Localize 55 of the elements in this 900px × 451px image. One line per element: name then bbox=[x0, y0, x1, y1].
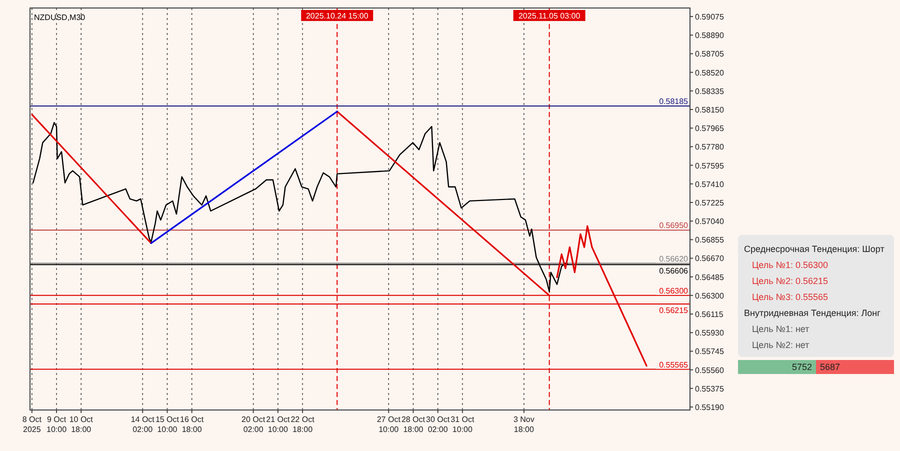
y-tick-label: 0.56855 bbox=[695, 236, 724, 245]
y-tick-label: 0.57595 bbox=[695, 161, 724, 170]
y-tick-label: 0.58335 bbox=[695, 86, 724, 96]
y-tick-label: 0.55375 bbox=[695, 384, 724, 394]
y-tick-label: 0.55560 bbox=[695, 366, 724, 375]
ref-line-label: 0.56606 bbox=[659, 266, 689, 276]
x-tick-label: 3 Nov 18:00 bbox=[513, 415, 534, 434]
ref-line-label: 0.56300 bbox=[659, 286, 689, 296]
text: Цель №1: 0.56300 bbox=[752, 260, 828, 270]
y-tick-label: 0.57225 bbox=[695, 198, 724, 208]
ref-line-label: 0.58185 bbox=[659, 96, 689, 106]
y-tick-label: 0.56670 bbox=[695, 254, 724, 264]
y-tick-label: 0.57040 bbox=[695, 217, 724, 226]
text: 5687 bbox=[820, 362, 840, 372]
x-tick-label: 31 Oct 10:00 bbox=[450, 415, 475, 434]
x-tick-label: 10 Oct 18:00 bbox=[69, 415, 94, 434]
y-tick-label: 0.56485 bbox=[695, 272, 724, 282]
y-tick-label: 0.57780 bbox=[695, 142, 724, 152]
text: 5752 bbox=[792, 362, 812, 372]
y-tick-label: 0.55745 bbox=[695, 347, 724, 356]
y-tick-label: 0.58705 bbox=[695, 50, 724, 59]
x-tick-label: 27 Oct 10:00 bbox=[376, 415, 402, 434]
text: Среднесрочная Тенденция: Шорт bbox=[744, 244, 884, 254]
y-tick-label: 0.58520 bbox=[695, 68, 724, 78]
x-tick-label: 8 Oct 2025 bbox=[22, 415, 42, 434]
x-tick-label: 30 Oct 02:00 bbox=[426, 415, 450, 434]
text: NZDUSD,M30 bbox=[34, 13, 86, 22]
x-tick-label: 28 Oct 18:00 bbox=[401, 415, 426, 434]
y-tick-label: 0.58890 bbox=[695, 31, 724, 40]
ref-line-label: 0.56950 bbox=[659, 221, 689, 230]
y-tick-label: 0.55930 bbox=[695, 328, 724, 338]
ref-line-label: 0.56215 bbox=[659, 306, 689, 315]
x-tick-label: 21 Oct 10:00 bbox=[266, 415, 290, 434]
ref-line-label: 2025.10.24 15:00 bbox=[306, 12, 369, 20]
x-tick-label: 20 Oct 02:00 bbox=[242, 415, 266, 434]
y-tick-label: 0.56300 bbox=[695, 291, 724, 300]
x-tick-label: 22 Oct 18:00 bbox=[290, 415, 316, 434]
y-tick-label: 0.56115 bbox=[695, 310, 724, 320]
text: Внутридневная Тенденция: Лонг bbox=[744, 308, 882, 318]
ref-line-label: 2025.11.05 03:00 bbox=[518, 12, 581, 20]
y-tick-label: 0.57965 bbox=[695, 124, 724, 134]
x-tick-label: 16 Oct 18:00 bbox=[180, 415, 204, 434]
text: Цель №2: 0.56215 bbox=[752, 276, 828, 286]
text: Цель №3: 0.55565 bbox=[752, 292, 828, 302]
y-tick-label: 0.59075 bbox=[695, 12, 724, 22]
text: Цель №1: нет bbox=[752, 324, 810, 334]
x-tick-label: 14 Oct 02:00 bbox=[130, 415, 156, 434]
ref-line-label: 0.55565 bbox=[659, 360, 689, 370]
ref-line-label: 0.56620 bbox=[659, 254, 689, 264]
x-tick-label: 9 Oct 10:00 bbox=[46, 415, 68, 434]
y-tick-label: 0.55190 bbox=[695, 402, 724, 412]
x-tick-label: 15 Oct 10:00 bbox=[155, 415, 180, 434]
y-tick-label: 0.58150 bbox=[695, 106, 724, 115]
y-tick-label: 0.57410 bbox=[695, 180, 724, 189]
text: Цель №2: нет bbox=[752, 340, 810, 350]
